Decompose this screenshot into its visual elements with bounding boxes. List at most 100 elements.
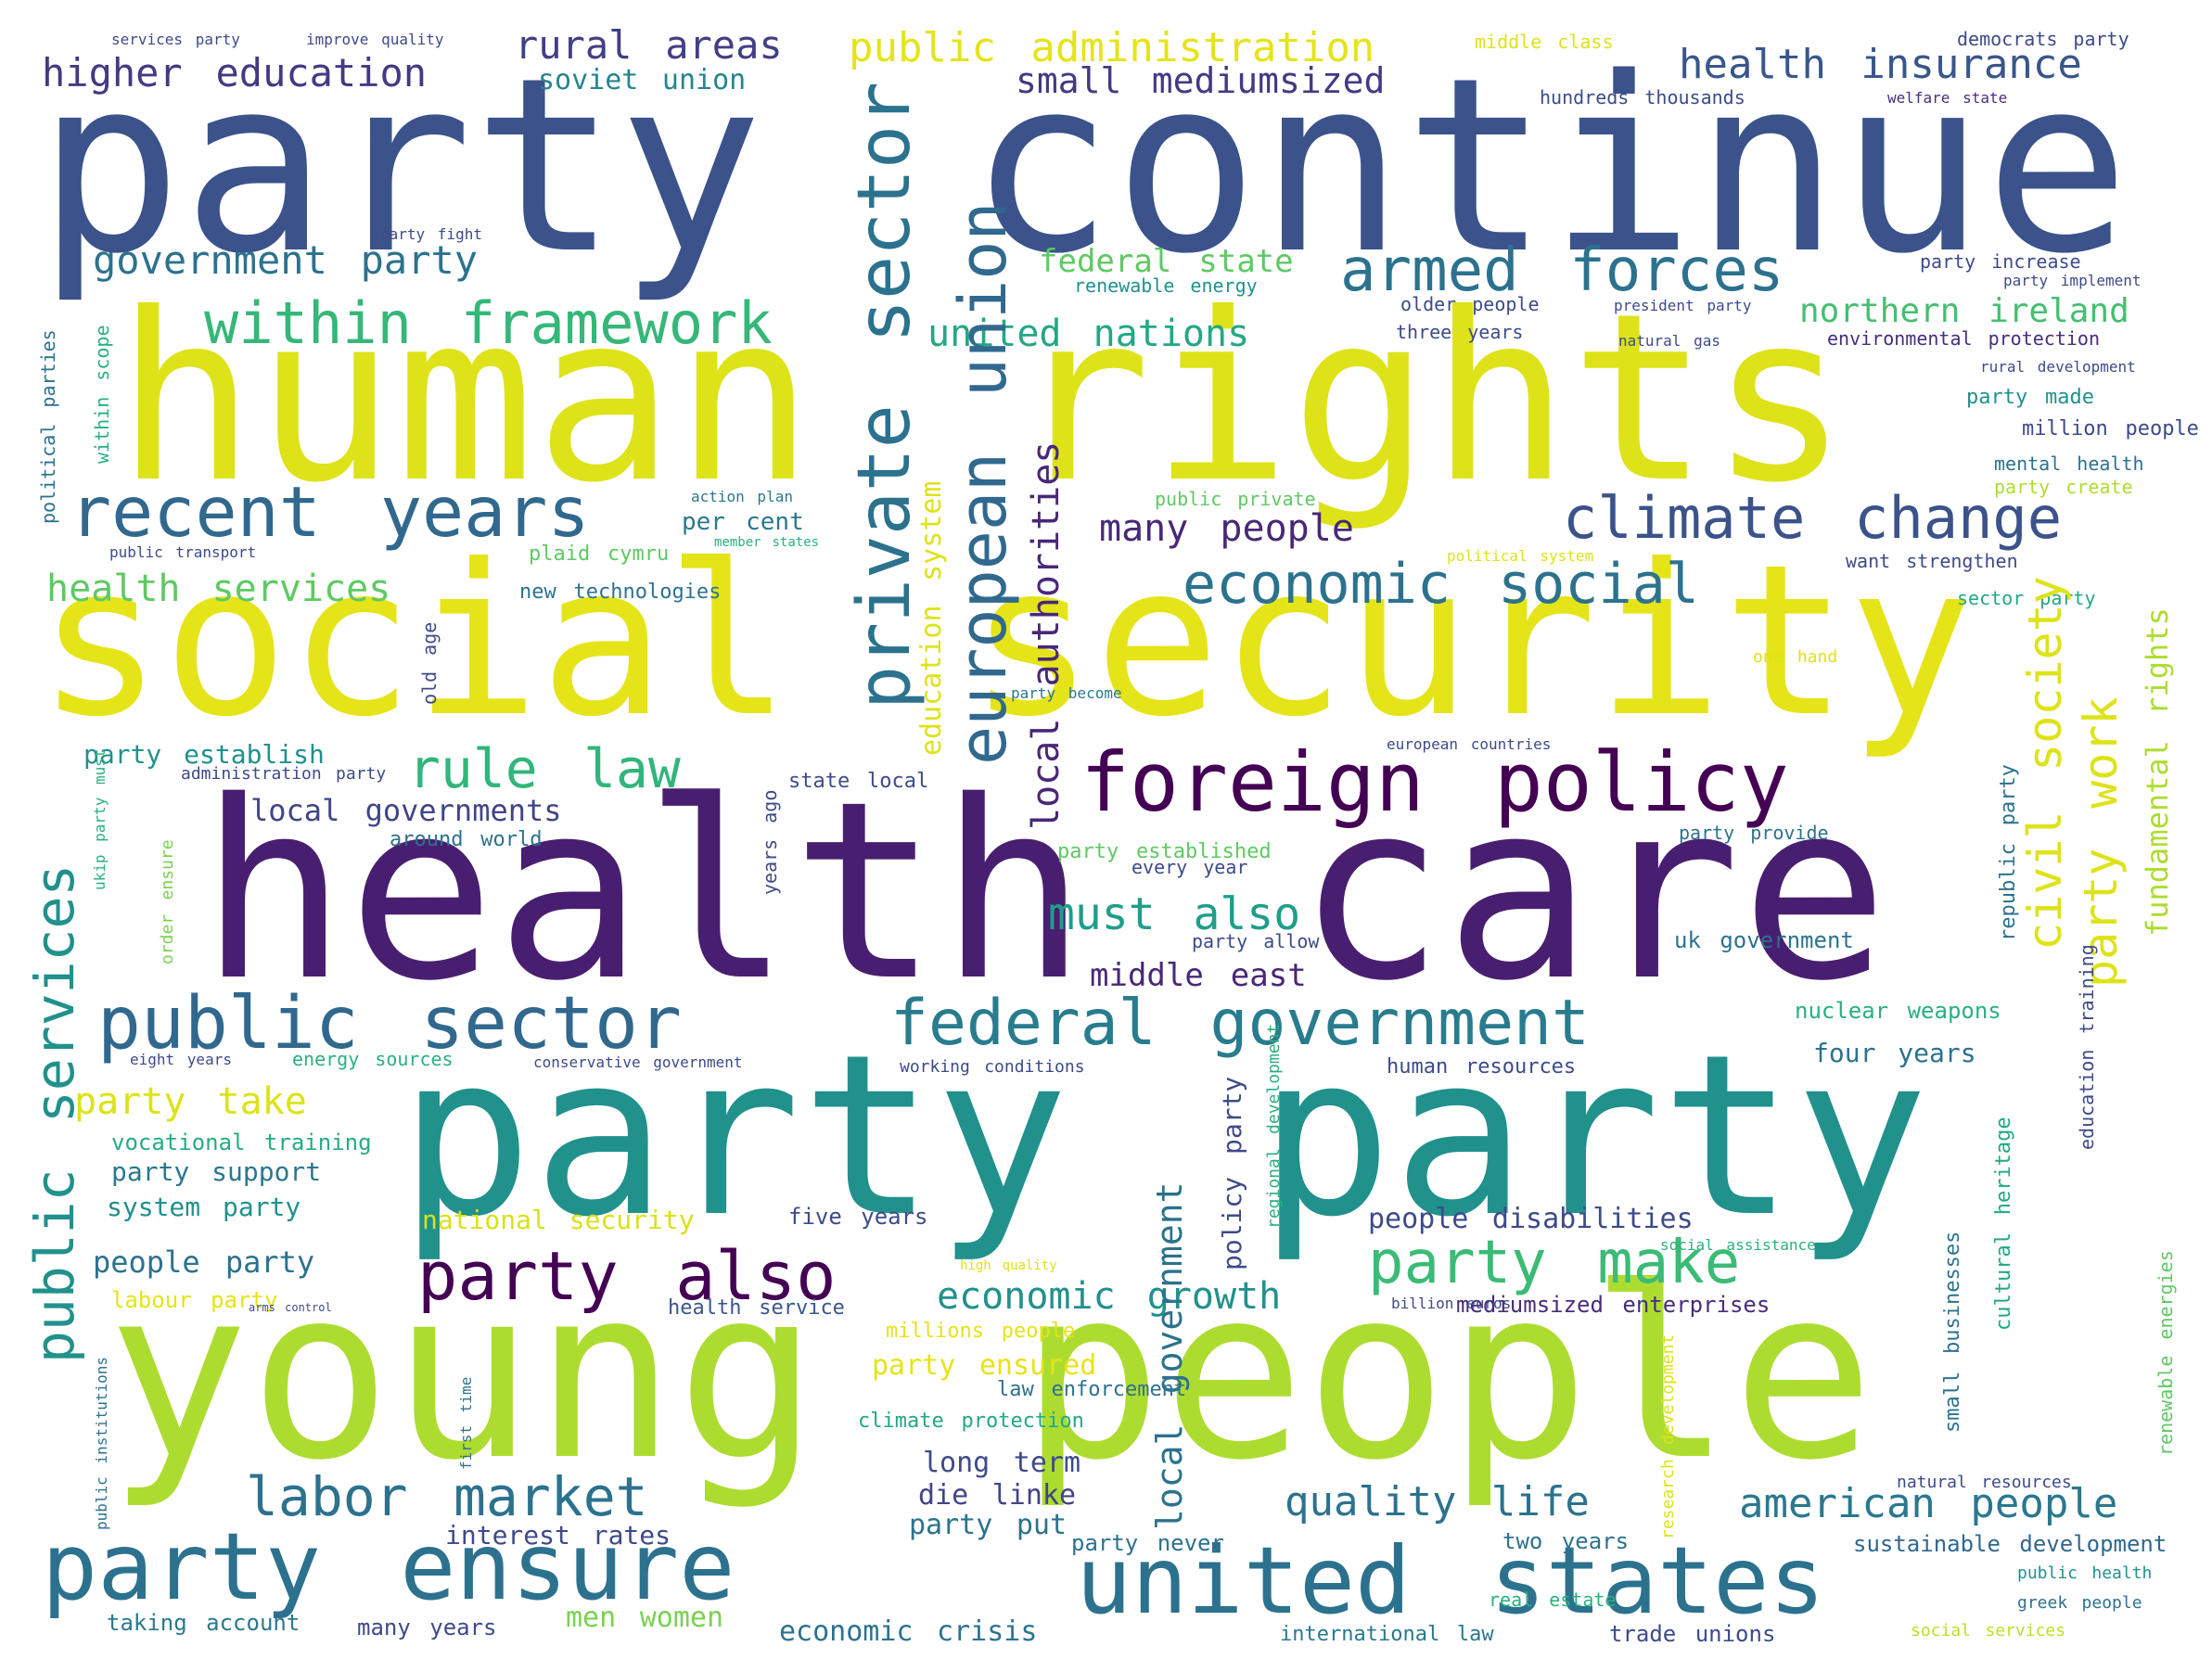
word: real estate [1489, 1589, 1617, 1611]
word-vertical: public institutions [93, 1356, 110, 1530]
word-vertical: order ensure [158, 839, 177, 964]
word: many years [357, 1615, 497, 1640]
word: public health [2017, 1564, 2153, 1583]
word: party also [417, 1237, 837, 1315]
word-vertical: european union [945, 201, 1021, 765]
word: small mediumsized [1016, 60, 1386, 101]
word: united states [1076, 1526, 1825, 1635]
word: within framework [204, 289, 773, 357]
word: health services [46, 568, 391, 610]
word: die linke [918, 1479, 1077, 1512]
word: democrats party [1957, 28, 2129, 50]
word: per cent [682, 508, 804, 536]
word: two years [1502, 1528, 1630, 1554]
word: rural development [1980, 358, 2136, 376]
word: sector party [1957, 587, 2096, 609]
word: social services [1911, 1621, 2066, 1640]
word: social security [37, 520, 1975, 763]
word: system party [107, 1192, 301, 1222]
word: climate change [1563, 484, 2063, 552]
word: plaid cymru [529, 542, 670, 566]
word: american people [1739, 1480, 2118, 1527]
word: party take [74, 1080, 307, 1123]
word: party ensure [42, 1512, 735, 1621]
word-vertical: education training [2076, 944, 2098, 1150]
word: human resources [1387, 1055, 1577, 1079]
word: conservative government [533, 1053, 743, 1071]
word: every year [1132, 856, 1248, 878]
word: people party [93, 1244, 315, 1280]
word: public transport [109, 543, 257, 561]
word: party allow [1192, 930, 1320, 952]
word: five years [788, 1204, 928, 1230]
word: long term [923, 1447, 1081, 1479]
word: party put [909, 1509, 1068, 1541]
word: young people [107, 1237, 1875, 1512]
word: four years [1813, 1038, 1976, 1068]
word: one hand [1753, 647, 1838, 667]
word: nuclear weapons [1795, 998, 2001, 1024]
word: billion euros [1391, 1295, 1512, 1312]
word: greek people [2017, 1593, 2142, 1613]
word: party established [1057, 840, 1272, 863]
word: party fight [380, 225, 482, 243]
word: human rights [116, 263, 1849, 533]
word: quality life [1285, 1478, 1590, 1525]
word: party never [1071, 1530, 1224, 1556]
word: economic growth [937, 1275, 1282, 1318]
word: european countries [1387, 735, 1552, 753]
word: environmental protection [1827, 327, 2100, 350]
word: international law [1280, 1623, 1494, 1646]
word: services party [111, 31, 240, 48]
word: party increase [1920, 250, 2081, 273]
word: natural gas [1618, 332, 1720, 350]
word: hundreds thousands [1540, 86, 1745, 108]
word: health care [199, 749, 1889, 1035]
word: local governments [250, 793, 562, 828]
word: labor market [246, 1465, 648, 1528]
word: eight years [130, 1051, 232, 1068]
word: president party [1614, 297, 1752, 314]
word: improve quality [306, 31, 444, 48]
word: welfare state [1887, 89, 2008, 107]
word: uk government [1674, 927, 1854, 953]
word-vertical: political parties [37, 329, 59, 524]
word: northern ireland [1799, 292, 2129, 330]
word: recent years [70, 471, 590, 553]
word: labour party [111, 1287, 278, 1313]
word: arms control [249, 1301, 332, 1314]
word: foreign policy [1080, 734, 1789, 830]
word: party support [111, 1156, 322, 1187]
word-vertical: regional development [1264, 1023, 1284, 1229]
word-vertical: education system [915, 480, 948, 756]
word-vertical: policy party [1217, 1076, 1247, 1270]
word: party continue [37, 27, 2130, 307]
word: three years [1396, 321, 1524, 343]
word: mediumsized enterprises [1456, 1292, 1771, 1318]
word: law enforcement [997, 1378, 1187, 1401]
word: public administration [849, 24, 1375, 71]
word-vertical: local authorities [1025, 440, 1068, 830]
word: vocational training [111, 1130, 372, 1155]
word: working conditions [900, 1057, 1085, 1077]
word: member states [714, 535, 820, 550]
word: federal government [890, 987, 1590, 1060]
word: social assistance [1660, 1236, 1816, 1254]
word-vertical: civil society [2018, 576, 2072, 951]
word: energy sources [292, 1048, 454, 1070]
word-vertical: fundamental rights [2140, 607, 2175, 937]
word: government party [93, 237, 479, 283]
word: around world [390, 828, 543, 851]
word: party implement [2003, 272, 2142, 289]
word-vertical: old age [418, 621, 441, 705]
word: public private [1155, 488, 1316, 510]
word: party provide [1679, 822, 1829, 844]
word: party party [399, 1006, 1929, 1266]
word: political system [1447, 547, 1594, 565]
word-vertical: small businesses [1941, 1231, 1964, 1433]
word: interest rates [445, 1520, 671, 1551]
word: older people [1400, 293, 1540, 315]
word: must also [1048, 888, 1301, 940]
word: mental health [1994, 453, 2144, 475]
